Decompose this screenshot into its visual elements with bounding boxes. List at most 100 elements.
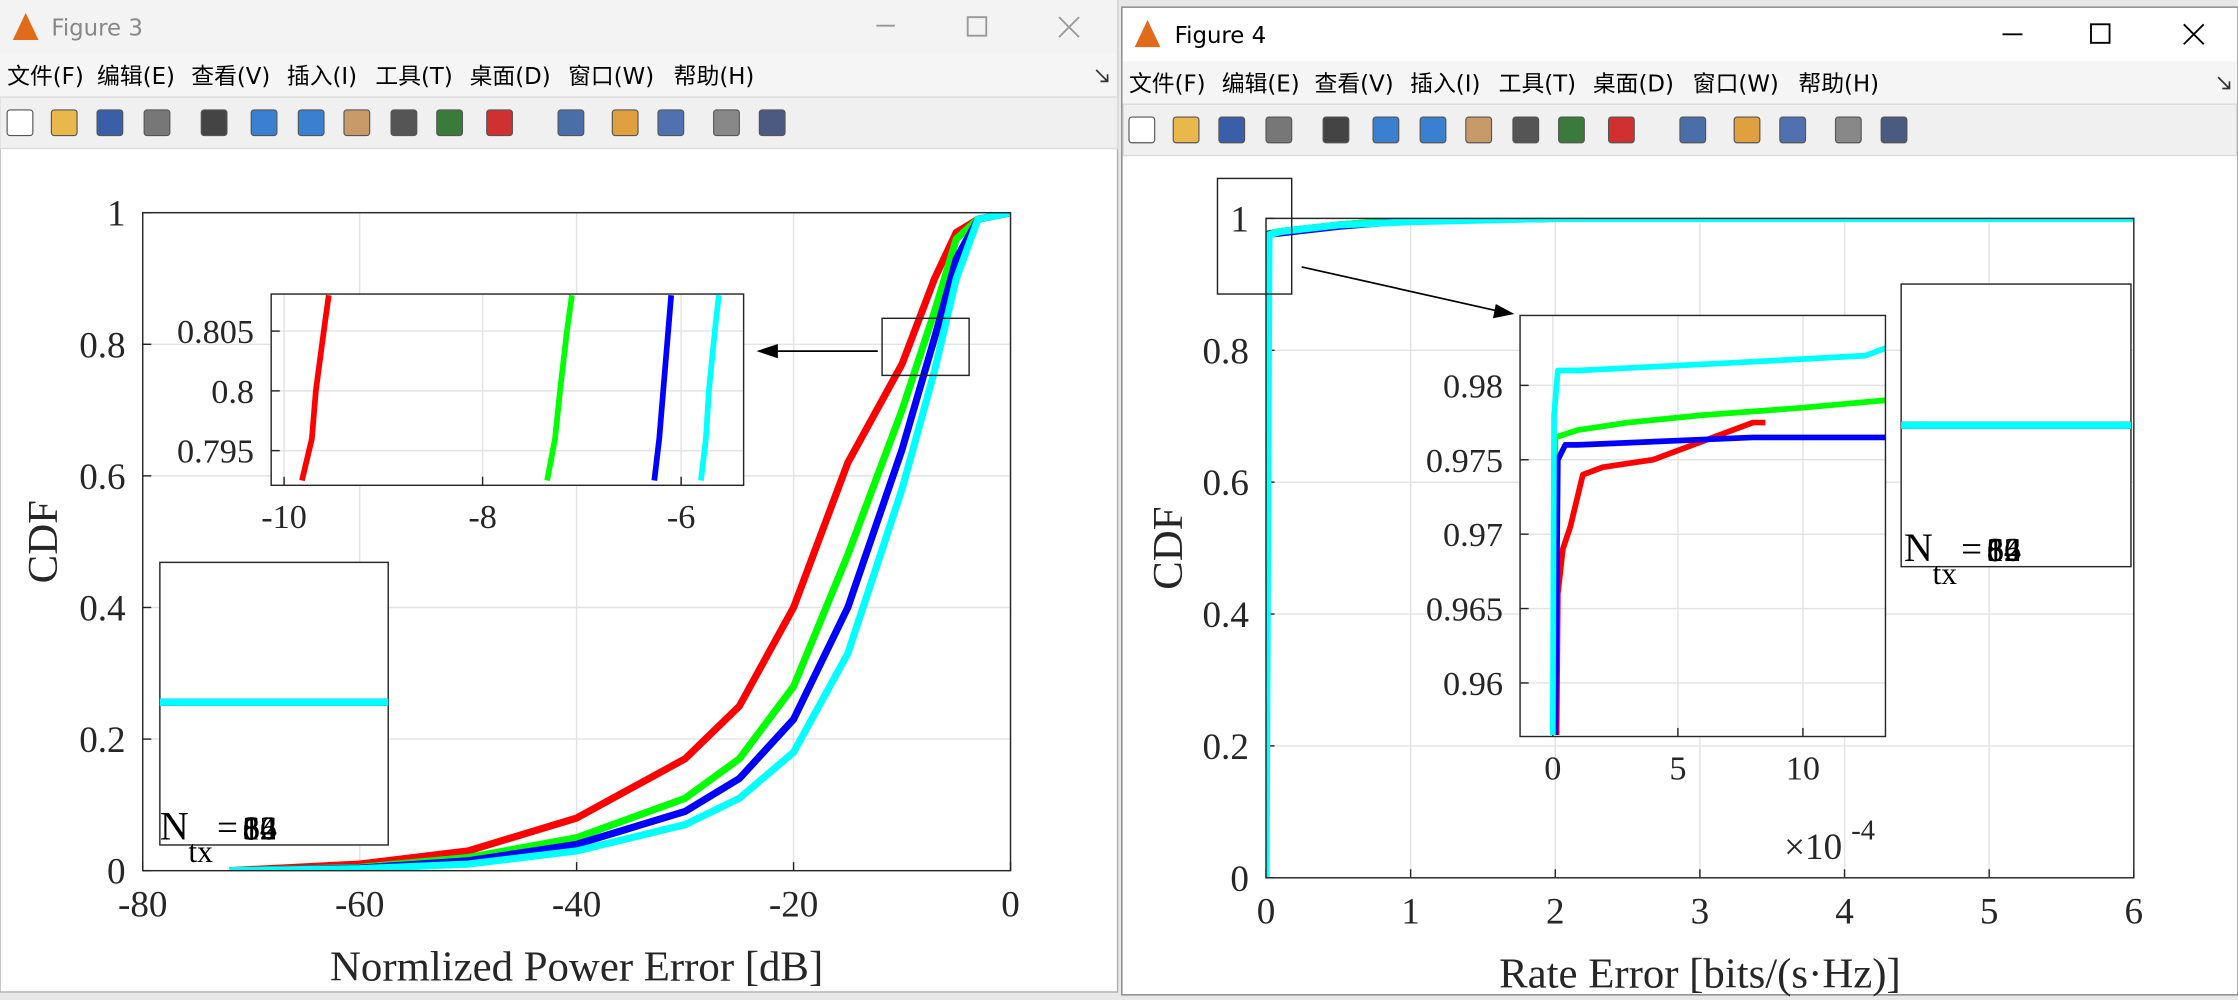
arrow (1301, 266, 1499, 313)
y-axis-label: CDF (1145, 506, 1192, 589)
x-multiplier-exponent: -4 (1851, 815, 1875, 846)
toolbar-button[interactable] (1558, 116, 1585, 144)
y-tick-label: 0.2 (79, 720, 125, 761)
menu-item[interactable]: 查看(V) (1315, 71, 1394, 97)
toolbar-button[interactable] (1679, 116, 1707, 144)
title-bar (0, 0, 1118, 55)
toolbar-button[interactable] (1419, 116, 1447, 144)
y-tick-label: 0.96 (1443, 665, 1503, 703)
legend-subscript: tx (188, 834, 213, 869)
toolbar-button[interactable] (50, 109, 78, 137)
toolbar-button[interactable] (1465, 116, 1493, 144)
legend-equals: = (1961, 529, 1982, 570)
toolbar-button[interactable] (1172, 116, 1200, 144)
title-bar (1123, 8, 2237, 62)
menu-item[interactable]: 插入(I) (287, 64, 357, 90)
arrow-head (1492, 304, 1515, 319)
y-tick-label: 0.6 (1203, 463, 1249, 504)
toolbar-button[interactable] (6, 109, 34, 137)
toolbar-button[interactable] (557, 109, 585, 137)
x-tick-label: 1 (1401, 891, 1420, 932)
close-button[interactable] (1058, 16, 1080, 38)
app-icon (1134, 20, 1161, 48)
toolbar-button[interactable] (1607, 116, 1635, 144)
menu-bar (0, 54, 1118, 98)
toolbar-button[interactable] (486, 109, 513, 137)
toolbar-button[interactable] (343, 109, 371, 137)
toolbar-button[interactable] (1733, 116, 1761, 144)
series-line (544, 294, 575, 482)
y-tick-label: 0.8 (211, 373, 254, 411)
legend-entry: 64 (243, 809, 277, 847)
menu-item[interactable]: 窗口(W) (568, 64, 654, 90)
menu-item[interactable]: 工具(T) (375, 64, 452, 90)
maximize-button[interactable] (966, 16, 988, 37)
menu-item[interactable]: 查看(V) (191, 64, 270, 90)
menu-item[interactable]: 文件(F) (1129, 71, 1206, 97)
y-tick-label: 0.8 (1203, 331, 1249, 372)
toolbar-button[interactable] (1834, 116, 1862, 144)
menu-item[interactable]: 桌面(D) (1593, 71, 1674, 97)
toolbar-button[interactable] (1880, 116, 1908, 144)
toolbar-button[interactable] (713, 109, 740, 137)
undock-button[interactable] (2217, 76, 2231, 90)
legend-entry: 8 (1987, 531, 2004, 569)
y-tick-label: 0.2 (1203, 727, 1249, 768)
menu-item[interactable]: 窗口(W) (1693, 71, 1779, 97)
x-tick-label: 4 (1835, 891, 1854, 932)
legend-entry: 8 (243, 809, 260, 847)
toolbar-button[interactable] (657, 109, 685, 137)
toolbar-button[interactable] (143, 109, 171, 137)
menu-item[interactable]: 文件(F) (7, 64, 84, 90)
menu-item[interactable]: 插入(I) (1410, 71, 1480, 97)
toolbar-button[interactable] (390, 109, 418, 137)
toolbar-button[interactable] (1322, 116, 1350, 144)
toolbar-button[interactable] (1779, 116, 1807, 144)
series-line (698, 294, 722, 481)
x-tick-label: 5 (1980, 891, 1999, 932)
toolbar-button[interactable] (1128, 116, 1156, 144)
menu-item[interactable]: 帮助(H) (1798, 71, 1879, 97)
x-axis-label: Rate Error [bits/(s·Hz)] (1499, 951, 1901, 998)
y-tick-label: 1 (1230, 199, 1249, 240)
toolbar-button[interactable] (297, 109, 325, 137)
toolbar-button[interactable] (1512, 116, 1540, 144)
maximize-button[interactable] (2090, 23, 2111, 44)
y-tick-label: 0.6 (79, 457, 125, 498)
menu-item[interactable]: 帮助(H) (674, 64, 755, 90)
toolbar-button[interactable] (1265, 116, 1293, 144)
toolbar-button[interactable] (200, 109, 228, 137)
menu-item[interactable]: 桌面(D) (470, 64, 551, 90)
toolbar-button[interactable] (611, 109, 639, 137)
axes-box (270, 293, 745, 487)
toolbar-button[interactable] (758, 109, 786, 137)
y-tick-label: 1 (107, 194, 126, 235)
toolbar-button[interactable] (1372, 116, 1400, 144)
series-line (229, 212, 1011, 871)
y-tick-label: 0.805 (177, 313, 254, 351)
axes-box (1519, 314, 1887, 738)
menu-item[interactable]: 编辑(E) (1222, 71, 1300, 97)
toolbar-button[interactable] (436, 109, 464, 137)
x-tick-label: 3 (1691, 891, 1710, 932)
x-tick-label: -10 (261, 498, 307, 536)
x-axis-label: Normlized Power Error [dB] (330, 944, 823, 991)
menu-item[interactable]: 工具(T) (1499, 71, 1576, 97)
x-multiplier: ×10 (1784, 827, 1842, 868)
close-button[interactable] (2183, 23, 2205, 45)
axes-box (1265, 217, 2135, 879)
series-group (1549, 345, 1886, 736)
y-tick-label: 0.4 (1203, 595, 1249, 636)
undock-button[interactable] (1095, 69, 1109, 83)
legend-label: N (160, 803, 189, 848)
toolbar-button[interactable] (1218, 116, 1246, 144)
series-group (299, 294, 722, 482)
x-tick-label: 0 (1544, 749, 1561, 787)
y-tick-label: 0.965 (1426, 591, 1503, 629)
y-tick-label: 0.975 (1426, 442, 1503, 480)
axes-box (142, 211, 1012, 872)
toolbar-button[interactable] (250, 109, 278, 137)
toolbar-button[interactable] (96, 109, 124, 137)
menu-item[interactable]: 编辑(E) (97, 64, 175, 90)
x-tick-label: -6 (667, 498, 696, 536)
